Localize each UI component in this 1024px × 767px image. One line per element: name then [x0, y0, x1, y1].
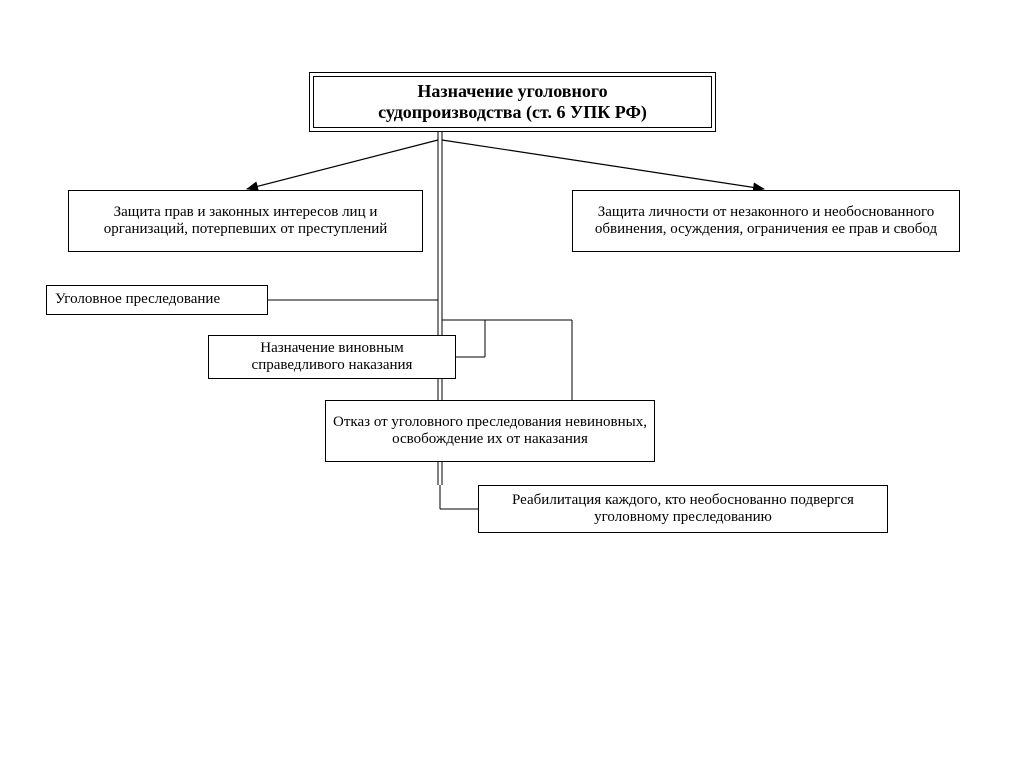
- node-step3-text: Отказ от уголовного преследования невино…: [332, 414, 648, 449]
- title-line2: судопроизводства (ст. 6 УПК РФ): [378, 102, 647, 123]
- title-node: Назначение уголовного судопроизводства (…: [309, 72, 716, 132]
- node-step2: Назначение виновным справедливого наказа…: [208, 335, 456, 379]
- node-step3: Отказ от уголовного преследования невино…: [325, 400, 655, 462]
- node-right-child-text: Защита личности от незаконного и необосн…: [579, 204, 953, 239]
- diagram-canvas: Назначение уголовного судопроизводства (…: [0, 0, 1024, 767]
- node-step2-text: Назначение виновным справедливого наказа…: [215, 340, 449, 375]
- title-line1: Назначение уголовного: [378, 81, 647, 102]
- node-step4: Реабилитация каждого, кто необоснованно …: [478, 485, 888, 533]
- node-step1-text: Уголовное преследование: [55, 291, 220, 308]
- node-left-child: Защита прав и законных интересов лиц и о…: [68, 190, 423, 252]
- node-step4-text: Реабилитация каждого, кто необоснованно …: [485, 492, 881, 527]
- node-step1: Уголовное преследование: [46, 285, 268, 315]
- node-left-child-text: Защита прав и законных интересов лиц и о…: [75, 204, 416, 239]
- node-right-child: Защита личности от незаконного и необосн…: [572, 190, 960, 252]
